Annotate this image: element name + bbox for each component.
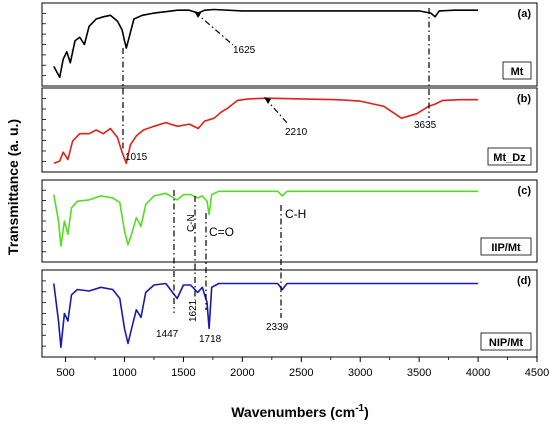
label-cn: C-N <box>186 214 197 232</box>
x-tick-label: 3000 <box>348 367 372 379</box>
sample-label-box <box>502 61 532 80</box>
label-2210: 2210 <box>285 127 308 138</box>
sample-label-box <box>487 147 532 166</box>
label-1625: 1625 <box>233 45 256 56</box>
x-axis-title: Wavenumbers (cm-1) <box>231 403 369 420</box>
y-axis-title: Transmittance (a. u.) <box>5 119 21 255</box>
annotations: 1625 1015 2210 3635 C-N C=O C-H 1447 162… <box>122 8 437 345</box>
sample-label-box <box>480 332 532 351</box>
x-tick-label: 1000 <box>112 367 136 379</box>
x-tick-label: 4500 <box>525 367 549 379</box>
sample-label: Mt <box>511 66 524 78</box>
arrow-head-1625 <box>194 11 201 18</box>
panel-id-label: (b) <box>517 93 531 105</box>
label-ch: C-H <box>285 207 306 221</box>
label-1718: 1718 <box>199 334 222 345</box>
label-2339: 2339 <box>266 322 289 333</box>
x-tick-label: 2500 <box>289 367 313 379</box>
label-co: C=O <box>209 225 234 239</box>
sample-label: NIP/Mt <box>489 337 524 349</box>
panel-mt-dz: (b) Mt_Dz <box>41 87 538 173</box>
panel-id-label: (d) <box>517 275 531 287</box>
spectrum-line-mt <box>53 8 479 79</box>
panel-id-label: (a) <box>518 8 532 20</box>
spectrum-line-nip-mt <box>53 282 479 349</box>
label-1015: 1015 <box>125 152 148 163</box>
label-1447: 1447 <box>156 329 179 340</box>
spectrum-line-iip-mt <box>53 190 479 247</box>
sample-label: IIP/Mt <box>491 242 521 254</box>
x-axis: 500 1000 1500 2000 2500 3000 3500 4000 4500 <box>56 357 549 379</box>
panel-id-label: (c) <box>518 185 532 197</box>
x-tick-label: 2000 <box>230 367 254 379</box>
label-1621: 1621 <box>188 299 199 322</box>
x-tick-label: 1500 <box>171 367 195 379</box>
panel-nip-mt: (d) NIP/Mt <box>41 269 538 358</box>
panels: (a) Mt (b) Mt_Dz (c) IIP/Mt (d) NIP/Mt <box>41 2 538 358</box>
sample-label-box <box>480 237 532 256</box>
panel-mt: (a) Mt <box>41 2 538 87</box>
sample-label: Mt_Dz <box>493 152 526 164</box>
arrow-head-2210 <box>264 97 271 104</box>
arrow-line-1625 <box>194 11 234 46</box>
spectrum-line-mt-dz <box>53 97 479 165</box>
x-tick-label: 500 <box>56 367 74 379</box>
panel-frame <box>41 179 538 263</box>
x-tick-label: 4000 <box>466 367 490 379</box>
x-tick-label: 3500 <box>407 367 431 379</box>
panel-frame <box>41 2 538 87</box>
panel-iip-mt: (c) IIP/Mt <box>41 179 538 263</box>
label-3635: 3635 <box>414 120 437 131</box>
